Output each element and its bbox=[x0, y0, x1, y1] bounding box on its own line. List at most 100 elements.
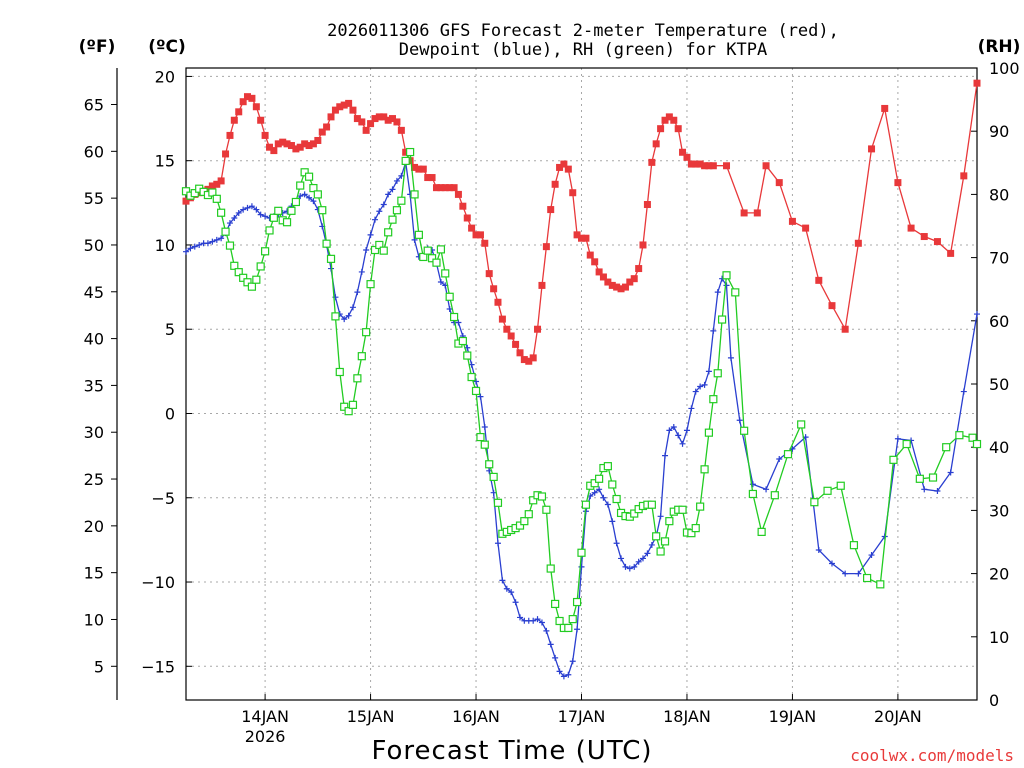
dewpoint-point bbox=[231, 214, 238, 221]
temperature-point bbox=[573, 231, 581, 239]
rh-point bbox=[480, 440, 489, 449]
dewpoint-point bbox=[367, 231, 374, 238]
dewpoint-point bbox=[683, 427, 690, 434]
temperature-point bbox=[670, 116, 678, 124]
temperature-point bbox=[441, 184, 449, 192]
dewpoint-point bbox=[240, 206, 247, 213]
dewpoint-point bbox=[618, 555, 625, 562]
temperature-point bbox=[353, 115, 361, 123]
dewpoint-point bbox=[411, 236, 418, 243]
temperature-point bbox=[305, 142, 313, 150]
rh-point bbox=[542, 505, 551, 514]
dewpoint-point bbox=[569, 658, 576, 665]
temperature-point bbox=[424, 174, 432, 182]
dewpoint-point bbox=[552, 654, 559, 661]
temperature-point bbox=[380, 113, 388, 121]
celsius-tick-label: 5 bbox=[165, 320, 175, 339]
rh-point bbox=[564, 623, 573, 633]
dewpoint-point bbox=[499, 577, 506, 584]
rh-point bbox=[406, 147, 415, 157]
rh-point bbox=[524, 510, 533, 519]
dewpoint-point bbox=[455, 319, 462, 326]
series-2-meter-temperature bbox=[182, 79, 981, 365]
dewpoint-point bbox=[226, 220, 233, 227]
temperature-point bbox=[815, 276, 823, 284]
dewpoint-point bbox=[389, 186, 396, 193]
temperature-point bbox=[292, 145, 300, 153]
credit-link[interactable]: coolwx.com/models bbox=[850, 746, 1014, 765]
temperature-point bbox=[345, 99, 353, 107]
rh-point bbox=[889, 455, 898, 464]
dewpoint-point bbox=[187, 245, 194, 252]
dewpoint-point bbox=[512, 599, 519, 606]
rh-tick-label: 60 bbox=[989, 312, 1009, 331]
rh-point bbox=[269, 213, 278, 222]
rh-point bbox=[704, 428, 714, 437]
temperature-point bbox=[529, 354, 537, 362]
rh-point bbox=[230, 261, 239, 270]
dewpoint-point bbox=[868, 552, 875, 559]
fahrenheit-tick-label: 60 bbox=[84, 142, 104, 161]
rh-point bbox=[581, 500, 591, 509]
temperature-point bbox=[723, 162, 731, 170]
temperature-point bbox=[639, 241, 647, 249]
rh-point bbox=[529, 496, 538, 505]
temperature-point bbox=[560, 160, 568, 168]
x-tick-label: 19JAN bbox=[769, 707, 817, 726]
temperature-point bbox=[788, 217, 796, 225]
temperature-point bbox=[472, 231, 480, 239]
temperature-point bbox=[323, 123, 331, 131]
dewpoint-point bbox=[218, 235, 225, 242]
dewpoint-point bbox=[609, 518, 616, 525]
celsius-unit-label: (ºC) bbox=[148, 37, 186, 57]
rh-point bbox=[432, 258, 441, 267]
rh-point bbox=[449, 312, 459, 322]
rh-point bbox=[972, 439, 982, 449]
fahrenheit-tick-label: 30 bbox=[84, 423, 104, 442]
series-layer bbox=[181, 79, 982, 680]
rh-point bbox=[471, 386, 481, 396]
rh-point bbox=[300, 168, 309, 177]
dewpoint-point bbox=[508, 589, 515, 596]
dewpoint-point bbox=[437, 279, 444, 286]
dewpoint-point bbox=[477, 393, 484, 400]
temperature-point bbox=[468, 224, 476, 232]
rh-point bbox=[388, 215, 397, 224]
rh-point bbox=[740, 426, 749, 435]
temperature-point bbox=[960, 172, 968, 180]
dewpoint-point bbox=[376, 208, 383, 215]
rh-point bbox=[928, 473, 938, 482]
dewpoint-point bbox=[626, 565, 633, 572]
celsius-tick-label: −5 bbox=[151, 489, 175, 508]
rh-point bbox=[335, 367, 344, 377]
temperature-point bbox=[384, 116, 392, 124]
temperature-point bbox=[578, 234, 585, 242]
temperature-point bbox=[454, 190, 462, 198]
celsius-tick-label: −10 bbox=[141, 573, 175, 592]
rh-point bbox=[612, 494, 621, 504]
rh-point bbox=[348, 400, 358, 409]
fahrenheit-tick-label: 25 bbox=[84, 470, 104, 489]
temperature-point bbox=[762, 162, 770, 170]
dewpoint-point bbox=[648, 541, 655, 548]
dewpoint-point bbox=[842, 570, 849, 577]
dewpoint-point bbox=[560, 673, 567, 680]
chart-title-line-1: 2026011306 GFS Forecast 2-meter Temperat… bbox=[327, 21, 839, 41]
dewpoint-point bbox=[363, 247, 370, 254]
rh-point bbox=[476, 432, 485, 442]
dewpoint-point bbox=[727, 354, 734, 361]
rh-point bbox=[603, 462, 612, 471]
rh-point bbox=[717, 315, 727, 324]
temperature-point bbox=[933, 238, 941, 246]
temperature-point bbox=[551, 180, 559, 188]
temperature-point bbox=[432, 184, 440, 192]
temperature-point bbox=[661, 116, 669, 124]
temperature-point bbox=[525, 357, 533, 365]
rh-point bbox=[748, 489, 757, 499]
rh-tick-label: 100 bbox=[989, 59, 1020, 78]
rh-point bbox=[608, 480, 617, 489]
rh-point bbox=[489, 472, 498, 482]
rh-point bbox=[757, 527, 766, 536]
temperature-point bbox=[841, 325, 849, 333]
